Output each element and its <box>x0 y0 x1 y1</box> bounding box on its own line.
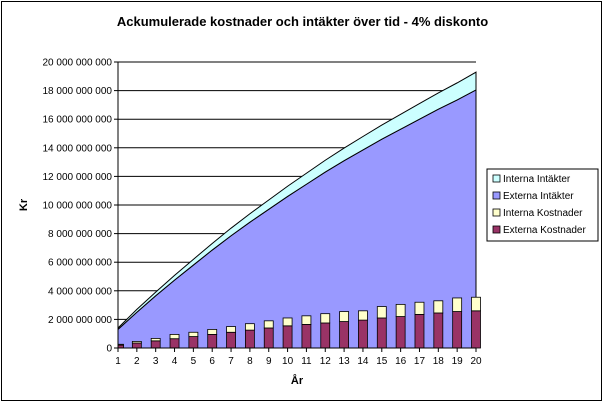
bar-externa-kostnader <box>452 311 463 349</box>
bar-externa-kostnader <box>414 313 425 349</box>
x-tick-label: 11 <box>301 356 312 367</box>
bar-interna-kostnader <box>452 297 463 312</box>
x-tick-label: 3 <box>153 356 159 367</box>
x-tick-label: 8 <box>247 356 253 367</box>
bar-interna-kostnader <box>207 329 218 335</box>
bar-interna-kostnader <box>301 315 312 325</box>
bar-interna-kostnader <box>244 323 255 331</box>
bar-externa-kostnader <box>263 327 274 349</box>
bar-externa-kostnader <box>244 329 255 349</box>
bar-interna-kostnader <box>188 331 199 337</box>
y-tick-label: 4 000 000 000 <box>48 286 112 297</box>
y-tick-label: 12 000 000 000 <box>42 172 112 183</box>
legend-swatch <box>492 191 501 200</box>
bar-externa-kostnader <box>320 322 331 349</box>
x-tick-label: 17 <box>414 356 426 367</box>
bar-interna-kostnader <box>169 334 180 340</box>
bar-interna-kostnader <box>150 338 161 342</box>
bar-externa-kostnader <box>169 338 180 349</box>
chart-title: Ackumulerade kostnader och intäkter över… <box>116 14 489 29</box>
x-tick-label: 14 <box>357 356 369 367</box>
x-tick-label: 4 <box>172 356 178 367</box>
bar-externa-kostnader <box>433 312 444 349</box>
bar-externa-kostnader <box>282 325 293 349</box>
y-tick-label: 6 000 000 000 <box>48 258 112 269</box>
bar-externa-kostnader <box>339 321 350 349</box>
y-tick-label: 2 000 000 000 <box>48 315 112 326</box>
legend-label: Interna Kostnader <box>503 208 583 219</box>
bar-interna-kostnader <box>131 341 142 344</box>
y-tick-label: 20 000 000 000 <box>42 58 112 69</box>
bar-interna-kostnader <box>433 300 444 314</box>
bar-interna-kostnader <box>358 310 368 321</box>
bar-interna-kostnader <box>226 326 236 333</box>
legend-swatch <box>492 225 501 234</box>
bar-externa-kostnader <box>376 317 387 349</box>
legend-swatch <box>492 208 501 217</box>
x-tick-label: 7 <box>228 356 234 367</box>
bar-interna-kostnader <box>263 320 274 329</box>
y-tick-label: 8 000 000 000 <box>48 229 112 240</box>
legend: Interna Intäkter Externa Intäkter Interna … <box>486 168 599 242</box>
y-tick-label: 10 000 000 000 <box>42 201 112 212</box>
x-tick-label: 5 <box>191 356 197 367</box>
bar-externa-kostnader <box>395 316 406 349</box>
bar-externa-kostnader <box>226 331 236 349</box>
bar-externa-kostnader <box>188 336 199 349</box>
bar-externa-kostnader <box>301 324 312 349</box>
x-axis-label: År <box>291 374 304 387</box>
bar-interna-kostnader <box>395 303 406 317</box>
legend-swatch <box>492 174 501 183</box>
bar-externa-kostnader <box>471 310 481 349</box>
y-tick-label: 14 000 000 000 <box>42 143 112 154</box>
x-tick-label: 1 <box>115 356 121 367</box>
x-tick-label: 19 <box>452 356 464 367</box>
bar-externa-kostnader <box>207 334 218 349</box>
x-tick-label: 6 <box>209 356 215 367</box>
bar-externa-kostnader <box>358 319 368 349</box>
x-tick-label: 10 <box>282 356 294 367</box>
x-tick-label: 16 <box>395 356 407 367</box>
bar-interna-kostnader <box>339 311 350 322</box>
y-axis-label: Kr <box>18 198 30 211</box>
x-tick-label: 18 <box>433 356 445 367</box>
x-tick-label: 9 <box>266 356 272 367</box>
bar-interna-kostnader <box>471 296 481 312</box>
x-tick-label: 13 <box>339 356 351 367</box>
area-interna-int-kter <box>117 71 477 331</box>
legend-box <box>486 168 599 242</box>
bar-interna-kostnader <box>117 343 124 346</box>
x-tick-label: 12 <box>320 356 332 367</box>
legend-label: Externa Intäkter <box>503 191 574 202</box>
y-tick-label: 16 000 000 000 <box>42 115 112 126</box>
bar-interna-kostnader <box>414 301 425 315</box>
x-tick-label: 15 <box>376 356 388 367</box>
bar-externa-kostnader <box>131 342 142 349</box>
x-tick-label: 20 <box>470 356 482 367</box>
y-tick-label: 18 000 000 000 <box>42 86 112 97</box>
x-tick-label: 2 <box>134 356 140 367</box>
bar-interna-kostnader <box>320 313 331 324</box>
bar-interna-kostnader <box>376 306 387 319</box>
legend-label: Interna Intäkter <box>503 174 571 185</box>
bar-externa-kostnader <box>150 340 161 349</box>
y-tick-label: 0 <box>106 344 112 355</box>
legend-label: Externa Kostnader <box>503 225 586 236</box>
bar-interna-kostnader <box>282 317 293 327</box>
